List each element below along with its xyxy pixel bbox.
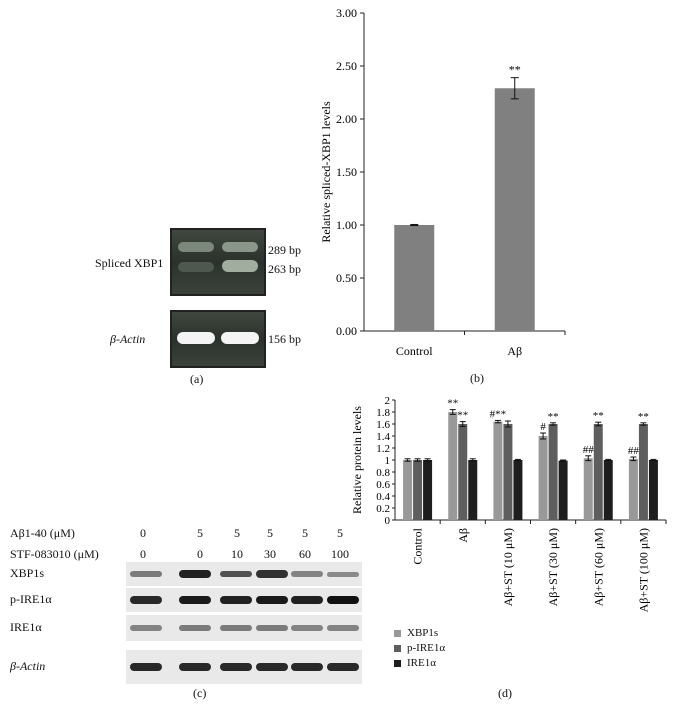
panel-d-caption: (d) [498, 686, 512, 700]
blot-band [256, 663, 288, 671]
blot-band [291, 663, 323, 671]
abeta-dose-value: 5 [197, 526, 203, 540]
panel-a-caption: (a) [190, 372, 204, 386]
abeta-dose-label: Aβ1-40 (μM) [10, 526, 75, 540]
blot-band [291, 625, 323, 631]
stf-dose-value: 60 [299, 547, 311, 561]
blot-row-label: β-Actin [10, 659, 46, 673]
legend-swatch [394, 644, 401, 652]
blot-band [327, 571, 359, 577]
blot-band [291, 596, 323, 604]
blot-row-label: p-IRE1α [10, 592, 52, 606]
blot-band [130, 571, 162, 577]
blot-band [220, 663, 252, 671]
gel-band [222, 242, 258, 252]
bar [394, 225, 435, 331]
y-tick-label: 1.50 [336, 165, 357, 179]
blot-band [327, 596, 359, 604]
legend-label: XBP1s [407, 627, 439, 639]
legend-label: p-IRE1α [407, 642, 446, 654]
gel-band [221, 332, 259, 344]
stf-dose-value: 30 [264, 547, 276, 561]
blot-band [179, 596, 211, 604]
blot-band [130, 596, 162, 604]
stf-dose-value: 10 [231, 547, 243, 561]
legend-swatch [394, 629, 401, 637]
gel-band [222, 260, 258, 272]
bar [494, 88, 535, 331]
spliced-xbp1-gel [170, 228, 266, 296]
bp-156-label: 156 bp [268, 332, 301, 346]
blot-band [130, 625, 162, 631]
blot-row-label: IRE1α [10, 620, 42, 634]
y-tick-label: 0.50 [336, 271, 357, 285]
beta-actin-gel [170, 310, 266, 368]
y-tick-label: 2.00 [336, 112, 357, 126]
stf-dose-value: 100 [331, 547, 349, 561]
x-tick-label: Control [396, 344, 433, 358]
beta-actin-label-a: β-Actin [110, 332, 146, 346]
blot-row-label: XBP1s [10, 566, 45, 580]
blot-band [179, 663, 211, 671]
blot-strip [126, 650, 362, 684]
legend-item: XBP1s [394, 627, 438, 639]
blot-band [256, 596, 288, 604]
y-tick-label: 1.00 [336, 218, 357, 232]
gel-band [178, 262, 214, 272]
blot-strip [126, 562, 362, 586]
blot-band [291, 571, 323, 577]
abeta-dose-value: 5 [267, 526, 273, 540]
stf-dose-value: 0 [197, 547, 203, 561]
blot-band [256, 625, 288, 631]
stf-dose-value: 0 [140, 547, 146, 561]
y-tick-label: 0.00 [336, 324, 357, 338]
blot-band [220, 625, 252, 631]
abeta-dose-value: 5 [302, 526, 308, 540]
blot-band [130, 663, 162, 671]
abeta-dose-value: 5 [234, 526, 240, 540]
spliced-xbp1-label: Spliced XBP1 [95, 256, 164, 270]
blot-band [220, 596, 252, 604]
gel-band [178, 242, 214, 252]
legend-item: p-IRE1α [394, 642, 445, 654]
y-tick-label: 2.50 [336, 59, 357, 73]
significance-label: ** [509, 63, 521, 77]
blot-strip [126, 588, 362, 612]
stf-dose-label: STF-083010 (μM) [10, 547, 99, 561]
panel-c-caption: (c) [193, 686, 207, 700]
legend-swatch [394, 659, 401, 667]
gel-band [177, 332, 215, 344]
y-axis-title: Relative spliced-XBP1 levels [319, 101, 333, 243]
legend-label: IRE1α [407, 657, 436, 669]
x-tick-label: Aβ [507, 344, 522, 358]
y-tick-label: 3.00 [336, 6, 357, 20]
blot-band [327, 663, 359, 671]
blot-band [256, 570, 288, 578]
bp-263-label: 263 bp [268, 262, 301, 276]
bp-289-label: 289 bp [268, 243, 301, 257]
blot-strip [126, 615, 362, 641]
blot-band [179, 625, 211, 631]
abeta-dose-value: 5 [337, 526, 343, 540]
blot-band [220, 570, 252, 578]
abeta-dose-value: 0 [140, 526, 146, 540]
legend-item: IRE1α [394, 657, 436, 669]
blot-band [327, 625, 359, 631]
blot-band [179, 570, 211, 578]
panel-b-caption: (b) [470, 371, 484, 385]
